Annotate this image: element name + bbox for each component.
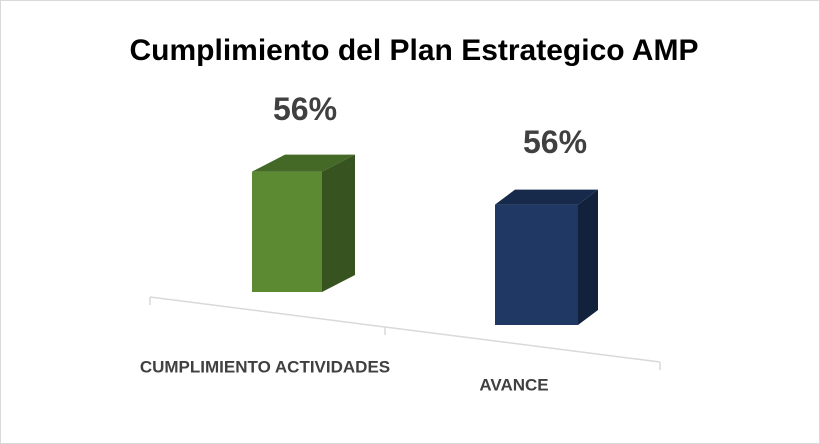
floor-axis [149, 296, 661, 370]
chart-title: Cumplimiento del Plan Estrategico AMP [130, 34, 699, 67]
bar-top [495, 189, 598, 205]
bar [252, 171, 322, 292]
bar-side [578, 189, 598, 325]
bar [495, 204, 578, 325]
bar-side [322, 154, 355, 292]
bar-top [252, 154, 355, 172]
x-tick-label: CUMPLIMIENTO ACTIVIDADES [140, 357, 390, 376]
x-tick-label: AVANCE [479, 375, 548, 394]
data-label: 56% [273, 91, 337, 127]
data-label: 56% [523, 124, 587, 160]
